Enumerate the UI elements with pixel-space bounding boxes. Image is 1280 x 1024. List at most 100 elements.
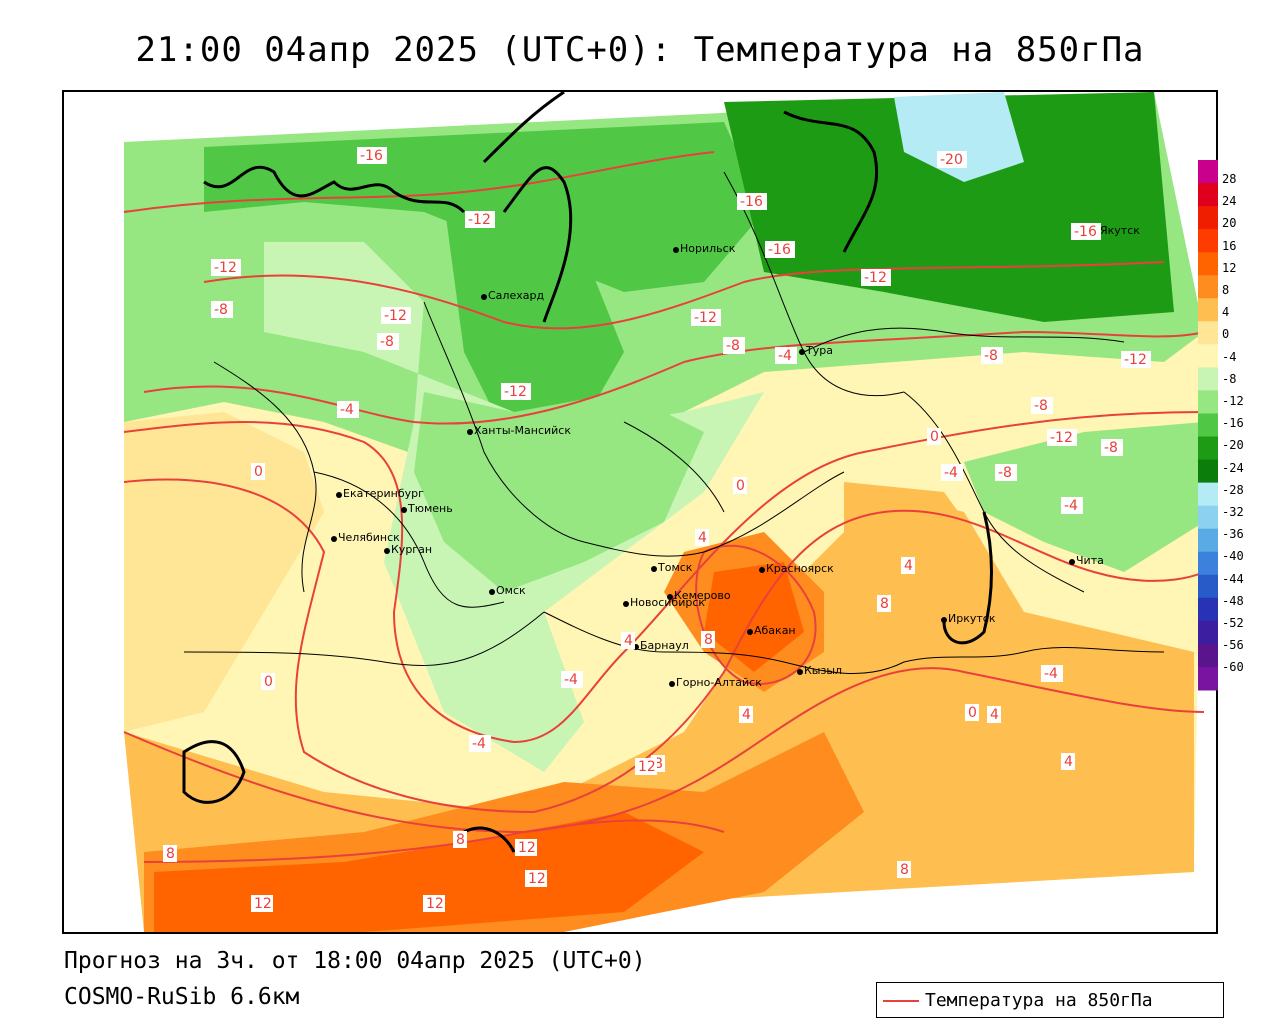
colorbar-swatches — [1198, 160, 1218, 691]
isotherm-label-bg — [1101, 439, 1123, 456]
city-marker: Челябинск — [331, 531, 400, 544]
isotherm-label-bg — [469, 735, 491, 752]
city-marker: Тюмень — [401, 502, 453, 515]
isotherm-label-text: 4 — [624, 633, 633, 649]
city-label: Абакан — [754, 624, 796, 637]
isotherm-label-text: -4 — [1044, 666, 1058, 682]
isotherm-label: -4 — [941, 464, 963, 481]
isotherm-label: -12 — [465, 211, 495, 228]
isotherm-labels: -16 -20-16-16-16-12-12-12 -12-12-12-12-12-… — [163, 147, 1151, 912]
city-dot — [673, 247, 679, 253]
isotherm-label-text: -8 — [998, 465, 1012, 481]
colorbar-swatch — [1198, 252, 1218, 276]
isotherm-label: 4 — [695, 529, 709, 546]
colorbar-tick-label: -20 — [1222, 438, 1244, 453]
isotherm-label: 0 — [927, 428, 941, 445]
city-marker: Абакан — [747, 624, 796, 637]
city-markers: Норильск Якутск Салехард Тура Ханты-Мансийск… — [331, 224, 1140, 689]
isotherm-label-bg — [861, 269, 891, 286]
isotherm-label: 12 — [251, 895, 273, 912]
isotherm-label-bg — [337, 401, 359, 418]
isotherm-label: -8 — [1101, 439, 1123, 456]
colorbar-swatch — [1198, 413, 1218, 438]
isotherm-label-text: -8 — [984, 348, 998, 364]
isotherm-label: -8 — [995, 464, 1017, 481]
isotherm-label: 12 — [423, 895, 445, 912]
isotherm-label: -12 — [691, 309, 721, 326]
isotherm-label-bg — [635, 758, 657, 775]
colorbar-swatch — [1198, 551, 1218, 576]
colorbar-swatch — [1198, 160, 1218, 184]
isotherm-label-bg — [1031, 397, 1053, 414]
isotherm-label-text: -12 — [214, 260, 237, 276]
temperature-colorbar — [1198, 160, 1218, 691]
isotherm-label-bg — [765, 241, 795, 258]
isotherm-label-bg — [733, 477, 747, 494]
city-dot — [467, 429, 473, 435]
city-dot — [651, 566, 657, 572]
colorbar-swatch — [1198, 643, 1218, 668]
colorbar-swatch — [1198, 620, 1218, 645]
isotherm-label: -12 — [501, 383, 531, 400]
city-dot — [489, 589, 495, 595]
isotherm-label-text: 4 — [904, 558, 913, 574]
isotherm-label-text: 0 — [254, 464, 263, 480]
colorbar-swatch — [1198, 321, 1218, 345]
isotherm-label-text: -8 — [214, 302, 228, 318]
city-label: Новосибирск — [630, 596, 705, 609]
colorbar-swatch — [1198, 666, 1218, 691]
isotherm-label-bg — [1061, 753, 1075, 770]
isotherm-label: -16 — [737, 193, 767, 210]
temperature-map: Норильск Якутск Салехард Тура Ханты-Мансийск… — [62, 90, 1218, 934]
isotherm-label-text: -4 — [472, 736, 486, 752]
colorbar-swatch — [1198, 275, 1218, 299]
isotherm-label: 8 — [877, 595, 891, 612]
isotherm-label-bg — [995, 464, 1017, 481]
isotherm-label-text: -8 — [380, 334, 394, 350]
isotherm-label-text: -4 — [340, 402, 354, 418]
isotherm-label: -12 — [381, 307, 411, 324]
isotherm-label-text: 12 — [528, 871, 546, 887]
isotherm-label-text: 8 — [654, 756, 663, 772]
isotherm-label-bg — [901, 557, 915, 574]
city-dot — [747, 629, 753, 635]
isotherm-label-text: 12 — [426, 896, 444, 912]
isotherm-label-bg — [695, 529, 709, 546]
legend-line-swatch — [883, 1000, 919, 1002]
isotherm-label-bg — [739, 706, 753, 723]
colorbar-swatch — [1198, 436, 1218, 461]
city-marker: Салехард — [481, 289, 544, 302]
isotherm-label-bg — [501, 383, 531, 400]
isotherm-label-text: -4 — [778, 348, 792, 364]
isotherm-label: -8 — [981, 347, 1003, 364]
city-dot — [331, 536, 337, 542]
isotherm-label-bg — [453, 831, 467, 848]
colorbar-tick-label: -56 — [1222, 638, 1244, 653]
isotherm-label-text: -12 — [1050, 430, 1073, 446]
isotherm-label: 4 — [739, 706, 753, 723]
isotherm-label-text: -16 — [768, 242, 791, 258]
isotherm-label-text: 12 — [254, 896, 272, 912]
isotherm-label: -12 — [861, 269, 891, 286]
isotherm-label-text: 0 — [264, 674, 273, 690]
city-label: Салехард — [488, 289, 544, 302]
map-canvas: Норильск Якутск Салехард Тура Ханты-Мансийск… — [123, 92, 1205, 932]
isotherm-label-bg — [937, 151, 967, 168]
city-dot — [336, 492, 342, 498]
city-dot — [669, 681, 675, 687]
city-label: Якутск — [1100, 224, 1140, 237]
isotherm-label-bg — [1061, 497, 1083, 514]
isotherm-label: -16 — [357, 147, 387, 164]
city-label: Курган — [391, 543, 432, 556]
colorbar-tick-label: -16 — [1222, 416, 1244, 431]
colorbar-swatch — [1198, 597, 1218, 622]
isotherm-label-bg — [211, 259, 241, 276]
map-legend: Температура на 850гПа — [876, 982, 1224, 1018]
colorbar-tick-label: -24 — [1222, 460, 1244, 475]
isotherm-label-text: -12 — [694, 310, 717, 326]
isotherm-label-bg — [1121, 351, 1151, 368]
city-marker: Тура — [799, 344, 833, 357]
isotherm-label-text: -16 — [1074, 224, 1097, 240]
isotherm-label: -12 — [1047, 429, 1077, 446]
isotherm-label-text: -12 — [1124, 352, 1147, 368]
